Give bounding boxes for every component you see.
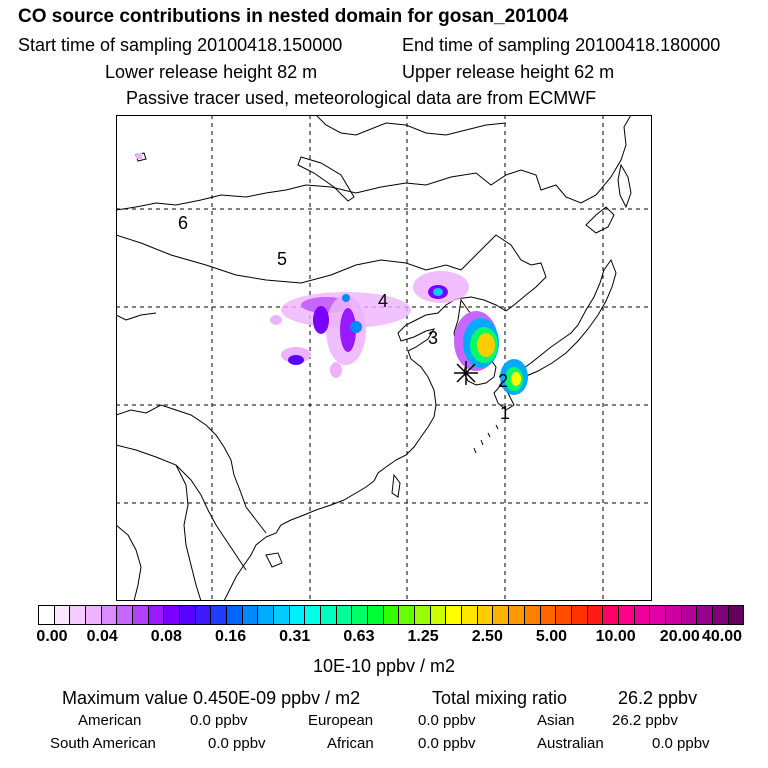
total-mixing-label: Total mixing ratio — [432, 688, 568, 708]
colorbar-tick-label: 0.63 — [343, 628, 375, 645]
colorbar-swatch — [39, 606, 55, 624]
colorbar-swatch — [556, 606, 572, 624]
colorbar-swatch — [133, 606, 149, 624]
colorbar-tick-label: 1.25 — [407, 628, 439, 645]
colorbar-tick-label: 0.04 — [86, 628, 118, 645]
region-name-african: African — [327, 735, 374, 752]
colorbar-swatch — [415, 606, 431, 624]
colorbar-swatch — [712, 606, 729, 624]
maximum-value: Maximum value 0.450E-09 ppbv / m2 — [62, 688, 361, 708]
colorbar-swatch — [383, 606, 400, 624]
colorbar-unit: 10E-10 ppbv / m2 — [312, 656, 456, 676]
colorbar-swatch — [681, 606, 698, 624]
region-value-australian: 0.0 ppbv — [652, 735, 710, 752]
map-title: CO source contributions in nested domain… — [18, 6, 569, 27]
colorbar-swatch — [524, 606, 541, 624]
region-value-european: 0.0 ppbv — [418, 712, 476, 729]
region-name-south-american: South American — [50, 735, 156, 752]
contribution-field — [136, 153, 528, 395]
colorbar-swatch — [164, 606, 181, 624]
colorbar-swatch — [509, 606, 525, 624]
colorbar-tick-label: 0.00 — [36, 628, 68, 645]
colorbar-swatch — [446, 606, 463, 624]
region-name-australian: Australian — [537, 735, 604, 752]
release-lower: Lower release height 82 m — [105, 62, 318, 82]
colorbar-tick-label: 10.00 — [595, 628, 636, 645]
colorbar-swatch — [493, 606, 510, 624]
colorbar-swatch — [603, 606, 619, 624]
region-value-asian: 26.2 ppbv — [612, 712, 678, 729]
region-label-5: 5 — [277, 249, 287, 269]
colorbar-swatch — [571, 606, 588, 624]
tracer-note: Passive tracer used, meteorological data… — [126, 88, 597, 108]
region-label-4: 4 — [378, 291, 388, 311]
gosan-receptor-marker — [454, 361, 478, 385]
region-name-asian: Asian — [537, 712, 575, 729]
colorbar-swatch — [352, 606, 369, 624]
colorbar-swatch — [587, 606, 604, 624]
colorbar-swatch — [618, 606, 635, 624]
colorbar-swatch — [289, 606, 306, 624]
colorbar-swatch — [101, 606, 118, 624]
colorbar-tick-label: 5.00 — [535, 628, 568, 645]
region-name-american: American — [78, 712, 142, 729]
colorbar-swatch — [634, 606, 651, 624]
region-label-2: 2 — [498, 371, 508, 391]
colorbar-swatch — [54, 606, 71, 624]
colorbar-swatch — [70, 606, 87, 624]
colorbar-swatch — [211, 606, 228, 624]
colorbar-swatch — [368, 606, 384, 624]
coastline-lines — [116, 115, 632, 601]
colorbar-swatch — [462, 606, 478, 624]
sampling-start: Start time of sampling 20100418.150000 — [18, 35, 343, 55]
colorbar-swatch — [274, 606, 290, 624]
colorbar-tick-label: 0.31 — [279, 628, 311, 645]
colorbar-swatch — [180, 606, 196, 624]
colorbar-swatch — [86, 606, 102, 624]
colorbar-swatch — [242, 606, 259, 624]
colorbar-swatch — [430, 606, 447, 624]
colorbar-swatch — [540, 606, 557, 624]
colorbar-swatch — [477, 606, 494, 624]
colorbar-tick-label: 0.08 — [150, 628, 182, 645]
sampling-end: End time of sampling 20100418.180000 — [402, 35, 721, 55]
colorbar-swatch — [665, 606, 682, 624]
colorbar-swatch — [227, 606, 243, 624]
region-label-6: 6 — [178, 213, 188, 233]
colorbar-tick-label: 2.50 — [471, 628, 503, 645]
region-label-3: 3 — [428, 328, 438, 348]
colorbar-swatch — [148, 606, 165, 624]
colorbar-swatch — [321, 606, 337, 624]
colorbar-swatch — [697, 606, 713, 624]
region-name-european: European — [308, 712, 374, 729]
colorbar-swatch — [336, 606, 353, 624]
region-value-south-american: 0.0 ppbv — [208, 735, 266, 752]
colorbar-tick-label: 0.16 — [214, 628, 247, 645]
region-label-1: 1 — [500, 403, 510, 423]
total-mixing-value: 26.2 ppbv — [618, 688, 698, 708]
colorbar-swatch — [195, 606, 212, 624]
colorbar-swatch — [117, 606, 134, 624]
colorbar — [38, 605, 744, 625]
colorbar-swatch — [728, 606, 744, 624]
colorbar-tick-label: 20.00 — [659, 628, 700, 645]
lat-lon-grid — [116, 115, 652, 601]
colorbar-swatch — [399, 606, 416, 624]
colorbar-tick-label: 40.00 — [701, 628, 743, 645]
colorbar-swatch — [305, 606, 322, 624]
map-panel: 6 5 4 3 2 1 — [116, 115, 652, 601]
region-value-american: 0.0 ppbv — [190, 712, 248, 729]
release-upper: Upper release height 62 m — [402, 62, 615, 82]
colorbar-swatch — [650, 606, 666, 624]
colorbar-swatch — [258, 606, 275, 624]
region-value-african: 0.0 ppbv — [418, 735, 476, 752]
